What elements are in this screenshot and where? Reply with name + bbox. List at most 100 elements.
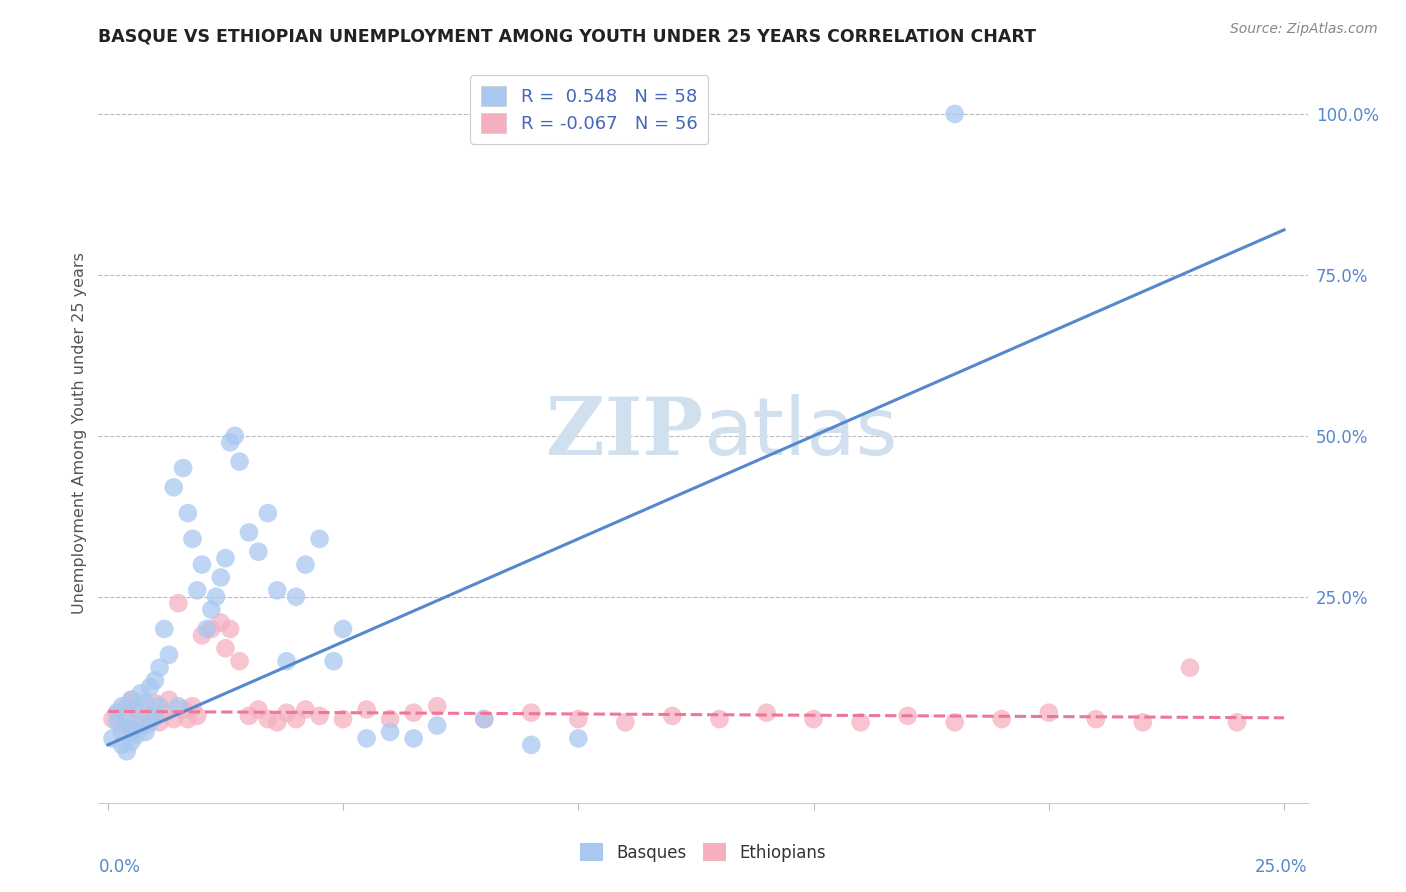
Point [172, 461, 194, 475]
Point [153, 622, 176, 636]
Point [214, 551, 236, 566]
Point [520, 706, 543, 720]
Point [661, 709, 683, 723]
Point [256, 712, 278, 726]
Point [167, 596, 190, 610]
Point [285, 712, 308, 726]
Y-axis label: Unemployment Among Youth under 25 years: Unemployment Among Youth under 25 years [72, 252, 87, 614]
Point [943, 715, 966, 730]
Point [153, 706, 176, 720]
Point [181, 532, 204, 546]
Point [101, 731, 124, 746]
Point [143, 696, 166, 710]
Point [426, 718, 449, 732]
Point [209, 615, 232, 630]
Point [614, 715, 637, 730]
Point [134, 725, 156, 739]
Point [1178, 660, 1201, 674]
Point [256, 506, 278, 520]
Point [111, 718, 134, 732]
Point [125, 712, 148, 726]
Point [294, 558, 316, 572]
Point [149, 715, 172, 730]
Point [472, 712, 495, 726]
Point [101, 712, 124, 726]
Point [567, 731, 589, 746]
Point [378, 725, 401, 739]
Point [224, 429, 246, 443]
Point [120, 734, 142, 748]
Text: Source: ZipAtlas.com: Source: ZipAtlas.com [1230, 22, 1378, 37]
Point [266, 583, 288, 598]
Point [139, 715, 162, 730]
Point [285, 590, 308, 604]
Point [247, 545, 270, 559]
Point [426, 699, 449, 714]
Point [105, 706, 128, 720]
Point [209, 570, 232, 584]
Point [990, 712, 1012, 726]
Point [332, 622, 354, 636]
Point [115, 712, 138, 726]
Text: BASQUE VS ETHIOPIAN UNEMPLOYMENT AMONG YOUTH UNDER 25 YEARS CORRELATION CHART: BASQUE VS ETHIOPIAN UNEMPLOYMENT AMONG Y… [98, 28, 1036, 45]
Point [181, 699, 204, 714]
Point [120, 693, 142, 707]
Point [157, 693, 180, 707]
Point [943, 107, 966, 121]
Point [186, 709, 208, 723]
Point [378, 712, 401, 726]
Point [177, 712, 200, 726]
Point [105, 706, 128, 720]
Point [709, 712, 731, 726]
Point [200, 602, 222, 616]
Point [402, 706, 425, 720]
Point [308, 532, 330, 546]
Point [1038, 706, 1060, 720]
Point [139, 709, 162, 723]
Point [228, 454, 250, 468]
Point [149, 699, 172, 714]
Point [308, 709, 330, 723]
Point [120, 725, 142, 739]
Point [356, 731, 378, 746]
Point [115, 699, 138, 714]
Point [1132, 715, 1154, 730]
Point [294, 702, 316, 716]
Point [191, 558, 214, 572]
Point [111, 738, 134, 752]
Legend: Basques, Ethiopians: Basques, Ethiopians [572, 837, 834, 869]
Point [111, 699, 134, 714]
Point [238, 525, 260, 540]
Point [322, 654, 344, 668]
Point [125, 702, 148, 716]
Point [172, 702, 194, 716]
Point [332, 712, 354, 726]
Point [129, 702, 152, 716]
Point [186, 583, 208, 598]
Point [472, 712, 495, 726]
Point [356, 702, 378, 716]
Point [129, 718, 152, 732]
Point [214, 641, 236, 656]
Point [129, 686, 152, 700]
Point [134, 696, 156, 710]
Text: atlas: atlas [703, 393, 897, 472]
Point [115, 744, 138, 758]
Point [247, 702, 270, 716]
Text: ZIP: ZIP [546, 393, 703, 472]
Point [120, 722, 142, 736]
Text: 25.0%: 25.0% [1256, 858, 1308, 876]
Point [195, 622, 218, 636]
Point [402, 731, 425, 746]
Point [219, 435, 242, 450]
Point [143, 673, 166, 688]
Point [238, 709, 260, 723]
Point [200, 622, 222, 636]
Point [163, 712, 186, 726]
Point [1084, 712, 1107, 726]
Point [105, 715, 128, 730]
Point [167, 699, 190, 714]
Point [219, 622, 242, 636]
Point [111, 725, 134, 739]
Point [143, 709, 166, 723]
